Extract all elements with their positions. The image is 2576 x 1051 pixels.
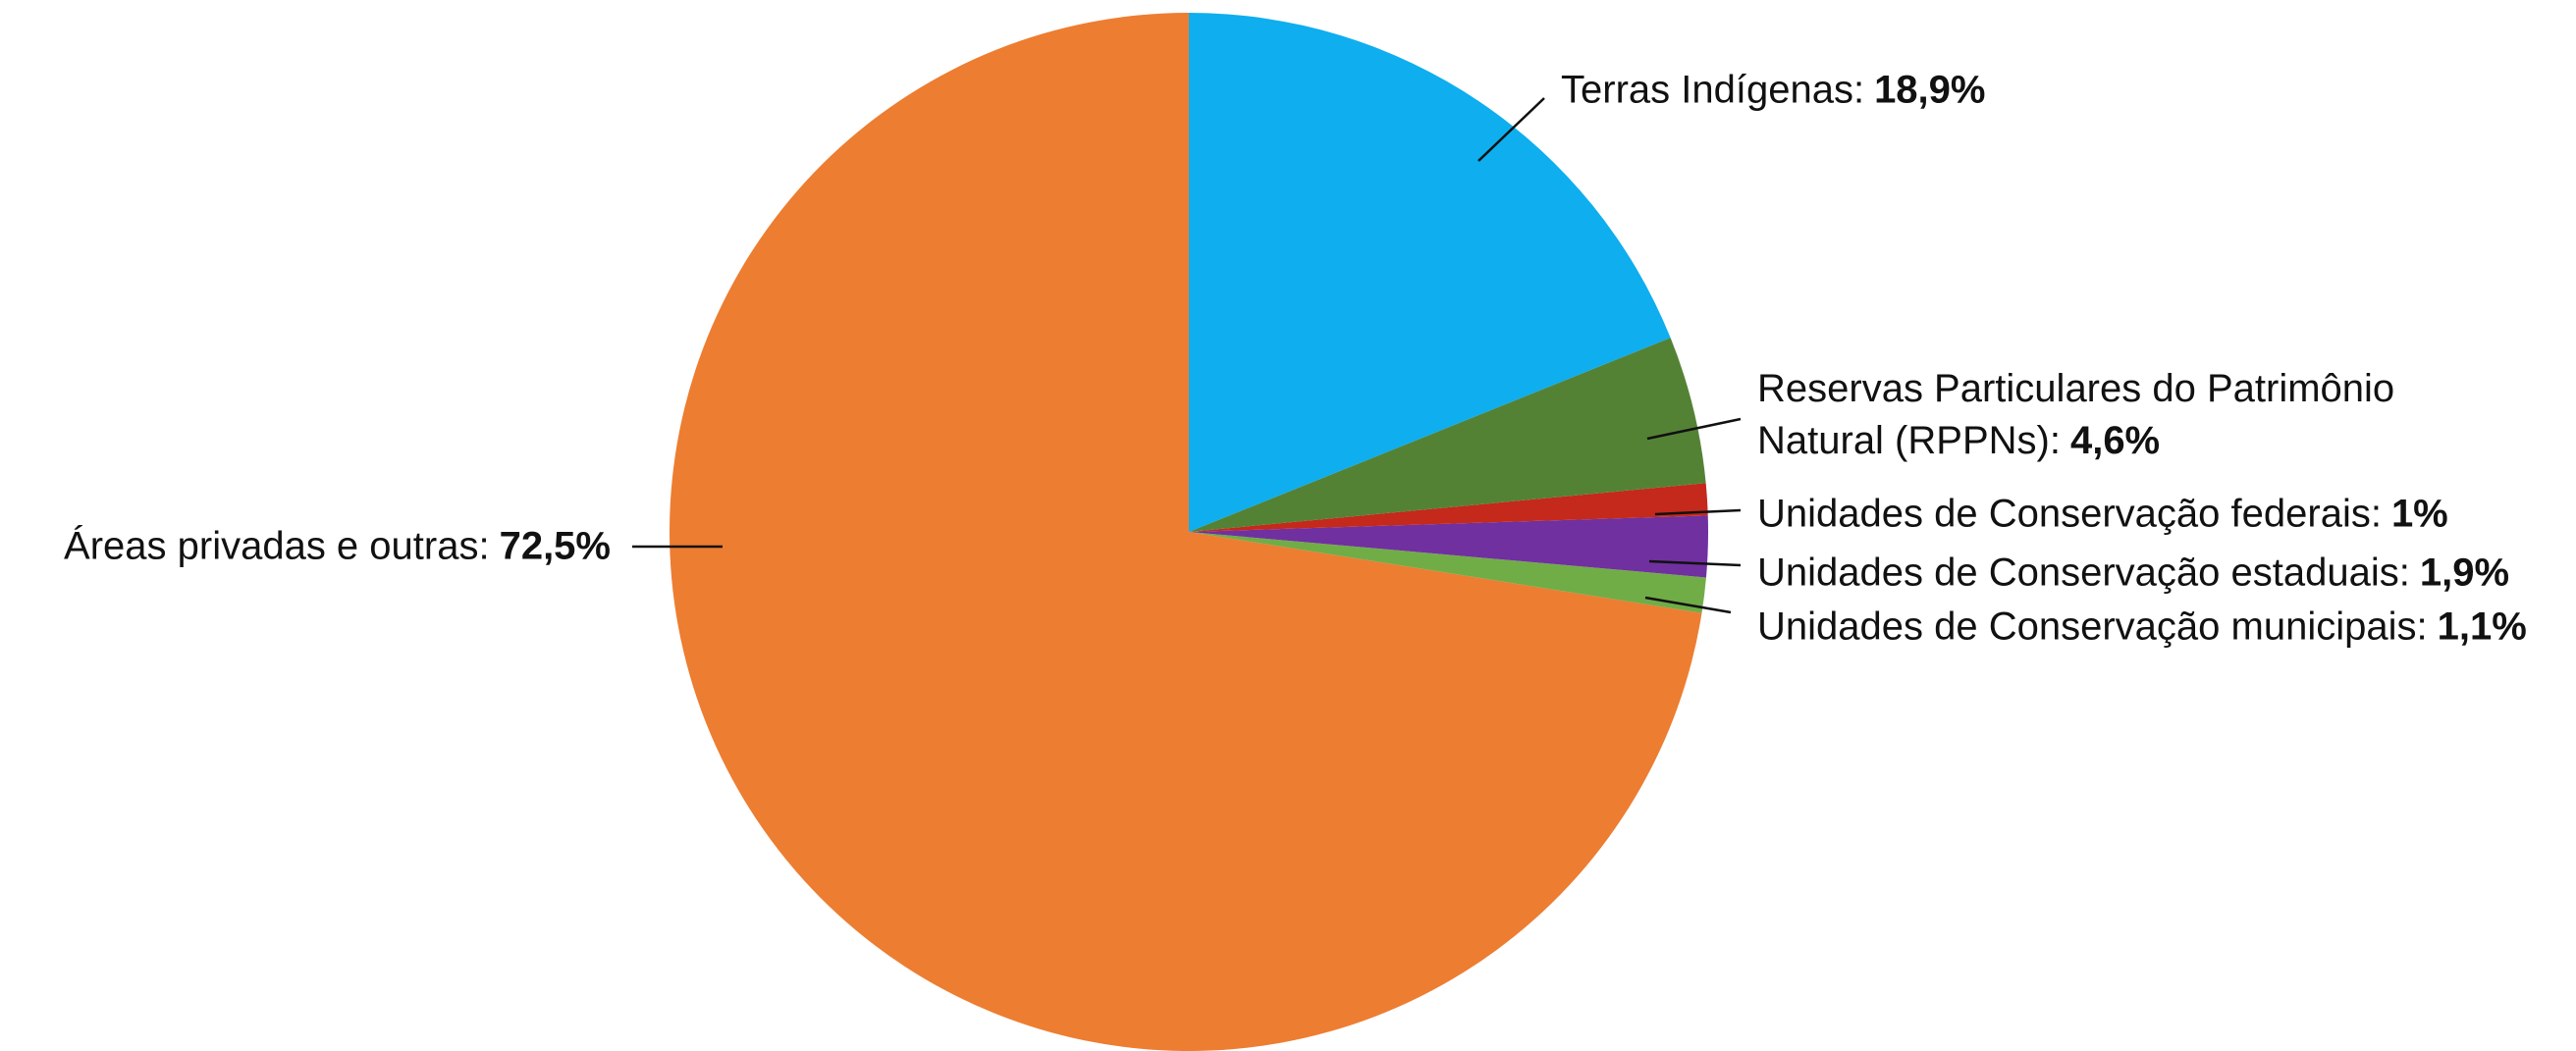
leader-line — [1644, 596, 1732, 614]
leader-line — [1654, 508, 1742, 516]
slice-label: Terras Indígenas: 18,9% — [1561, 65, 1985, 117]
label-name: Áreas privadas e outras: — [64, 524, 490, 568]
label-value: 1% — [2390, 492, 2448, 536]
label-value: 1,1% — [2437, 604, 2527, 649]
label-value: 1,9% — [2419, 551, 2510, 595]
slice-label: Unidades de Conservação municipais: 1,1% — [1757, 602, 2527, 654]
pie-slice — [1189, 338, 1706, 532]
pie-slice — [1189, 532, 1706, 613]
slice-label: Unidades de Conservação estaduais: 1,9% — [1757, 548, 2509, 600]
leader-line — [1477, 97, 1545, 162]
leader-line — [1646, 417, 1742, 441]
label-name: Unidades de Conservação federais: — [1757, 492, 2382, 536]
label-name: Terras Indígenas: — [1561, 68, 1865, 112]
label-name: Unidades de Conservação municipais: — [1757, 604, 2428, 649]
label-value: 4,6% — [2069, 419, 2161, 462]
label-value: 18,9% — [1874, 68, 1986, 112]
slice-label: Reservas Particulares do Patrimônio Natu… — [1757, 363, 2464, 467]
label-name: Unidades de Conservação estaduais: — [1757, 551, 2410, 595]
slice-label: Áreas privadas e outras: 72,5% — [64, 521, 611, 573]
pie-slice — [1189, 13, 1671, 532]
slice-label: Unidades de Conservação federais: 1% — [1757, 489, 2448, 541]
leader-line — [1648, 559, 1742, 567]
pie-slice — [670, 13, 1702, 1051]
pie-slice — [1189, 483, 1708, 532]
pie-slice — [1189, 515, 1708, 578]
label-name: Reservas Particulares do Patrimônio Natu… — [1757, 367, 2395, 462]
label-value: 72,5% — [499, 524, 611, 568]
